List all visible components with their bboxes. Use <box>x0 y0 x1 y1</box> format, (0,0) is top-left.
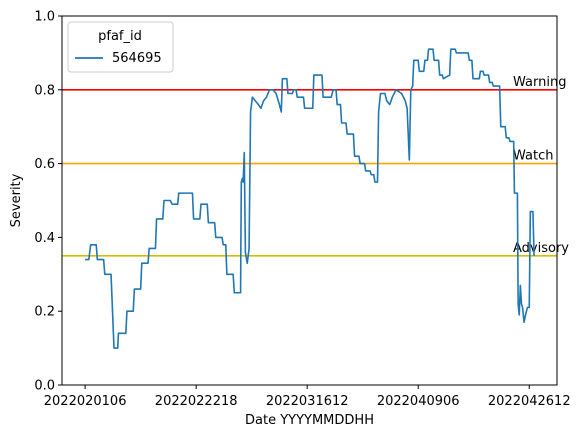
y-tick-label: 0.8 <box>34 83 55 98</box>
x-tick-label: 2022022218 <box>155 394 238 409</box>
x-tick-label: 2022031612 <box>266 394 349 409</box>
x-tick-label: 2022020106 <box>44 394 127 409</box>
legend-entry: 564695 <box>112 51 162 66</box>
y-tick-label: 0.2 <box>34 305 55 320</box>
plot-frame <box>61 15 558 386</box>
y-axis: 0.0 0.2 0.4 0.6 0.8 1.0 <box>34 10 62 394</box>
threshold-label-warning: Warning <box>513 75 566 90</box>
series-line-564695 <box>85 48 535 349</box>
threshold-lines: Warning Watch Advisory <box>62 75 569 257</box>
legend-box <box>67 21 174 73</box>
x-axis: 2022020106 2022022218 2022031612 2022040906… <box>44 385 571 409</box>
y-tick-label: 0.6 <box>34 157 55 172</box>
y-tick-label: 0.0 <box>34 379 55 394</box>
x-axis-label: Date YYYYMMDDHH <box>245 413 374 428</box>
series-layer <box>85 48 535 349</box>
x-tick-label: 2022040906 <box>377 394 460 409</box>
legend-title: pfaf_id <box>98 29 142 44</box>
y-tick-label: 1.0 <box>34 10 55 25</box>
y-tick-label: 0.4 <box>34 231 55 246</box>
legend: pfaf_id 564695 <box>67 21 174 73</box>
x-tick-label: 2022042612 <box>488 394 571 409</box>
threshold-label-advisory: Advisory <box>513 241 569 256</box>
threshold-label-watch: Watch <box>513 149 553 164</box>
y-axis-label: Severity <box>9 173 24 227</box>
